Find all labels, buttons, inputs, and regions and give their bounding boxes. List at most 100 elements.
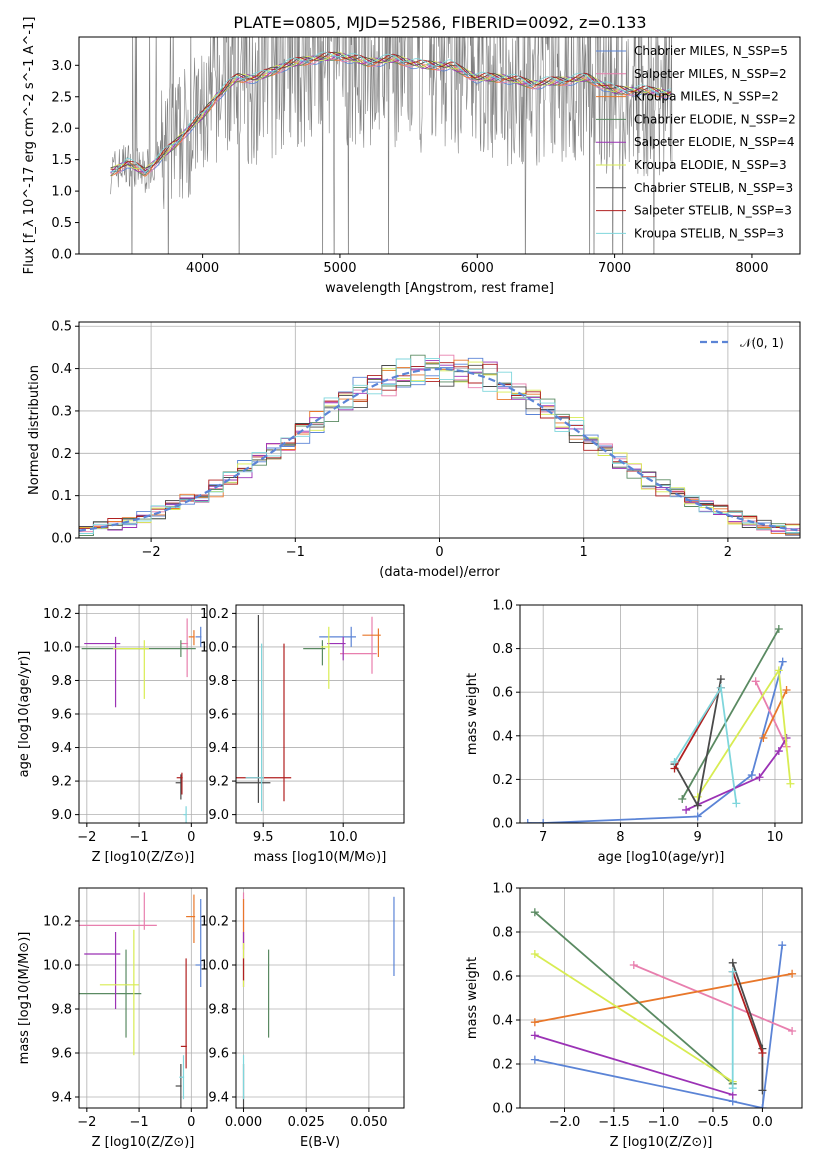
- weight-point-salpeter_elodie: [682, 805, 691, 814]
- weight-point-kroupa_stelib: [732, 799, 741, 808]
- x-tick-label: −2.0: [549, 1115, 581, 1130]
- legend-entry-normal: 𝒩(0, 1): [740, 336, 784, 350]
- legend-entry-kroupa_stelib: Kroupa STELIB, N_SSP=3: [634, 226, 784, 240]
- x-tick-label: 0.000: [225, 1115, 262, 1130]
- x-tick-label: −2: [77, 830, 96, 845]
- legend-entry-chabrier_stelib: Chabrier STELIB, N_SSP=3: [634, 181, 793, 195]
- weight-point-chabrier_miles: [530, 1055, 539, 1064]
- y-axis-label: mass weight: [465, 673, 480, 755]
- model-spectrum-chabrier_miles: [110, 55, 672, 174]
- y-tick-label: 0.1: [51, 489, 72, 504]
- x-tick-label: 6000: [461, 261, 494, 276]
- legend-entry-salpeter_stelib: Salpeter STELIB, N_SSP=3: [634, 204, 792, 218]
- weight-line-salpeter_stelib: [731, 971, 764, 1054]
- y-axis-label: mass [log10(M/M⊙)]: [17, 932, 32, 1065]
- y-tick-label: 9.4: [51, 1091, 72, 1106]
- y-tick-label: 9.6: [208, 708, 229, 723]
- observed-spectrum-line: [110, 37, 673, 254]
- x-tick-label: 5000: [323, 261, 356, 276]
- weight-point-chabrier_miles: [693, 812, 702, 821]
- y-tick-label: 0.4: [492, 729, 513, 744]
- y-tick-label: 9.8: [208, 1003, 229, 1018]
- weight-point-chabrier_miles: [747, 771, 756, 780]
- y-tick-label: 2.0: [51, 122, 72, 137]
- x-tick-label: 9: [694, 830, 702, 845]
- x-axis-label: (data-model)/error: [379, 565, 500, 580]
- y-tick-label: 9.6: [51, 708, 72, 723]
- weight-point-salpeter_miles: [788, 1027, 797, 1035]
- x-tick-label: 7000: [598, 261, 631, 276]
- x-tick-label: 9.5: [253, 830, 274, 845]
- y-tick-label: 1.5: [51, 153, 72, 168]
- weight-point-chabrier_stelib: [716, 675, 725, 684]
- y-tick-label: 9.8: [51, 1003, 72, 1018]
- weight-line-chabrier_elodie: [534, 911, 734, 1085]
- legend-entry-salpeter_elodie: Salpeter ELODIE, N_SSP=4: [634, 135, 795, 149]
- weight-point-chabrier_stelib: [728, 958, 737, 967]
- axes-frame: [78, 36, 801, 255]
- x-tick-label: 2: [724, 545, 732, 560]
- legend-entry-chabrier_elodie: Chabrier ELODIE, N_SSP=2: [634, 112, 796, 126]
- weight-point-kroupa_elodie: [693, 792, 702, 801]
- weight-line-chabrier_miles: [534, 945, 784, 1108]
- x-tick-label: 4000: [186, 261, 219, 276]
- plot-area: [523, 624, 795, 823]
- y-tick-label: 0.6: [492, 686, 513, 701]
- y-tick-label: 10.0: [200, 640, 229, 655]
- weight-point-kroupa_stelib: [728, 967, 737, 976]
- y-tick-label: 1.0: [492, 882, 513, 897]
- weight-point-chabrier_elodie: [678, 795, 687, 804]
- x-tick-label: 0: [187, 1115, 195, 1130]
- weight-point-chabrier_stelib: [693, 801, 702, 810]
- x-tick-label: −1: [129, 1115, 148, 1130]
- panel-spectrum: 4000 5000 6000 7000 8000 0.0 0.5 1.0 1.5 2.0 2.5 3.…: [22, 17, 801, 296]
- y-axis-label: age [log10(age/yr)]: [17, 651, 32, 778]
- legend-entry-kroupa_miles: Kroupa MILES, N_SSP=2: [634, 90, 779, 104]
- x-tick-label: 7: [539, 830, 547, 845]
- x-tick-label: 0.0: [752, 1115, 773, 1130]
- weight-point-chabrier_miles: [523, 819, 532, 823]
- y-axis-label: mass weight: [465, 957, 480, 1039]
- residual-histogram-salpeter_stelib: [79, 362, 800, 538]
- y-tick-label: 0.0: [51, 248, 72, 263]
- y-tick-label: 10.0: [43, 959, 72, 974]
- plot-area: [81, 618, 202, 823]
- weight-point-salpeter_elodie: [530, 1031, 539, 1040]
- axes-frame: [78, 604, 208, 824]
- model-spectrum-salpeter_elodie: [110, 52, 672, 174]
- panel-mass-vs-Z: −2 −1 0 9.4 9.6 9.8 10.0 10.2 Z [log10(Z/Z⊙)] mas…: [17, 887, 208, 1150]
- y-tick-label: 10.2: [200, 915, 229, 930]
- x-tick-label: −1.0: [648, 1115, 680, 1130]
- axes-frame: [235, 604, 405, 824]
- weight-point-kroupa_stelib: [670, 757, 679, 766]
- y-tick-label: 9.8: [208, 674, 229, 689]
- weight-point-salpeter_miles: [751, 677, 760, 686]
- x-tick-label: 10: [767, 830, 784, 845]
- x-tick-label: 0.025: [288, 1115, 325, 1130]
- panel-age-vs-Z: −2 −1 0 9.0 9.2 9.4 9.6 9.8 10.0 10.2 Z [log10(Z/Z…: [17, 604, 208, 865]
- x-tick-label: 10.0: [329, 830, 358, 845]
- x-tick-label: 0: [435, 545, 443, 560]
- legend-entry-salpeter_miles: Salpeter MILES, N_SSP=2: [634, 67, 787, 81]
- x-tick-label: 0.050: [350, 1115, 387, 1130]
- weight-point-chabrier_miles: [778, 657, 787, 666]
- axes-frame: [519, 887, 803, 1109]
- y-tick-label: 10.2: [43, 607, 72, 622]
- weight-point-salpeter_stelib: [758, 1049, 767, 1057]
- x-tick-label: 1: [580, 545, 588, 560]
- y-tick-label: 10.0: [200, 959, 229, 974]
- weight-point-kroupa_elodie: [774, 666, 783, 675]
- y-tick-label: 9.0: [208, 808, 229, 823]
- y-tick-label: 3.0: [51, 59, 72, 74]
- x-tick-label: 8: [616, 830, 624, 845]
- weight-line-kroupa_miles: [762, 689, 788, 739]
- residual-histogram-kroupa_stelib: [79, 357, 800, 538]
- axes-frame: [78, 887, 208, 1109]
- y-tick-label: 0.2: [492, 1058, 513, 1073]
- model-spectrum-chabrier_elodie: [110, 54, 672, 177]
- panel-age-vs-mass: 9.5 10.0 9.0 9.2 9.4 9.6 9.8 10.0 10.2 mass [log1…: [200, 604, 405, 865]
- weight-line-salpeter_miles: [754, 680, 788, 748]
- weight-point-salpeter_elodie: [774, 747, 783, 756]
- panel-residuals: −2 −1 0 1 2 0.0 0.1 0.2 0.3 0.4 0.5 (data-model)/er…: [27, 320, 801, 580]
